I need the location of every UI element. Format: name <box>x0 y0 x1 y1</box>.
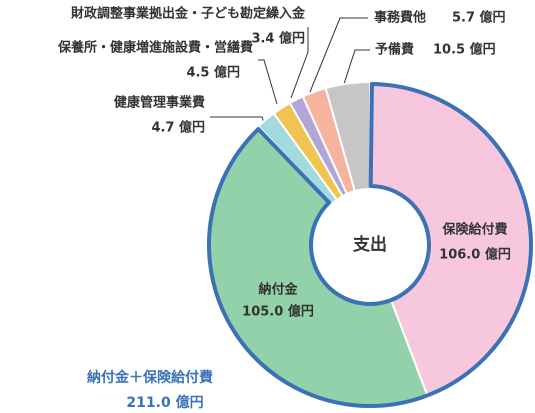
slice-label: 納付金 <box>258 282 298 298</box>
slice-label: 財政調整事業拠出金・子ども勘定繰入金 <box>70 6 306 22</box>
value-label: 10.5 億円 <box>433 42 496 58</box>
slice-label: 保養所・健康増進施設費・営繕費 <box>57 40 253 56</box>
leader-line <box>342 49 370 88</box>
group-outline <box>207 82 533 408</box>
slice-label: 健康管理事業費 <box>114 95 205 111</box>
value-label: 5.7 億円 <box>452 10 506 26</box>
value-label: 105.0 億円 <box>242 304 314 320</box>
value-label: 4.7 億円 <box>151 120 205 136</box>
slice-label: 予備費 <box>375 42 414 58</box>
value-label: 106.0 億円 <box>439 247 511 263</box>
value-label: 4.5 億円 <box>186 65 240 81</box>
leader-line <box>290 27 309 99</box>
slice-label: 保険給付費 <box>441 222 507 238</box>
donut <box>206 80 534 409</box>
value-label: 3.4 億円 <box>251 31 305 47</box>
annotation-value: 211.0 億円 <box>126 394 203 411</box>
slice-label: 事務費他 <box>374 10 426 26</box>
annotation-text: 納付金＋保険給付費 <box>87 369 213 386</box>
donut-hole <box>315 190 425 300</box>
leader-line <box>309 17 368 93</box>
center-label: 支出 <box>353 234 387 255</box>
leader-line <box>258 59 278 105</box>
